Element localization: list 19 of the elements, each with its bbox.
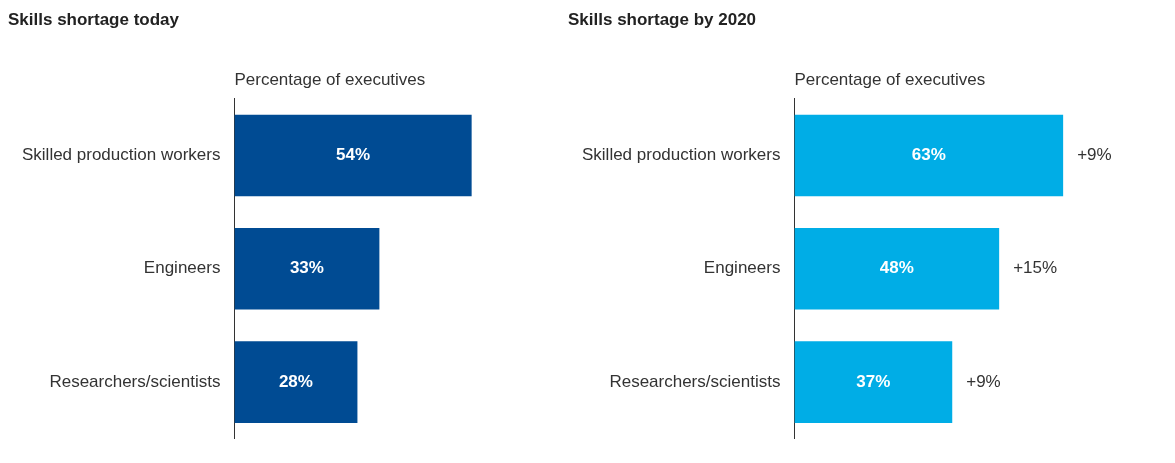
x-axis-title: Percentage of executives bbox=[234, 70, 426, 90]
annotation: +9% bbox=[966, 371, 1001, 391]
annotation: +15% bbox=[1013, 258, 1058, 278]
data-label: 37% bbox=[856, 371, 891, 391]
y-tick-label: Engineers bbox=[143, 258, 221, 278]
data-label: 28% bbox=[278, 371, 313, 391]
y-tick-label: Skilled production workers bbox=[22, 145, 221, 165]
chart-title: Skills shortage by 2020 bbox=[568, 9, 757, 29]
y-tick-label: Engineers bbox=[703, 258, 781, 278]
y-tick-label: Skilled production workers bbox=[582, 145, 781, 165]
annotation: +9% bbox=[1077, 145, 1112, 165]
data-label: 33% bbox=[289, 258, 324, 278]
data-label: 54% bbox=[336, 145, 371, 165]
text: Skills shortage today bbox=[8, 9, 180, 29]
data-label: 48% bbox=[879, 258, 914, 278]
y-tick-label: Researchers/scientists bbox=[609, 371, 781, 391]
data-label: 63% bbox=[911, 145, 946, 165]
x-axis-title: Percentage of executives bbox=[794, 70, 986, 90]
y-tick-label: Researchers/scientists bbox=[49, 371, 221, 391]
